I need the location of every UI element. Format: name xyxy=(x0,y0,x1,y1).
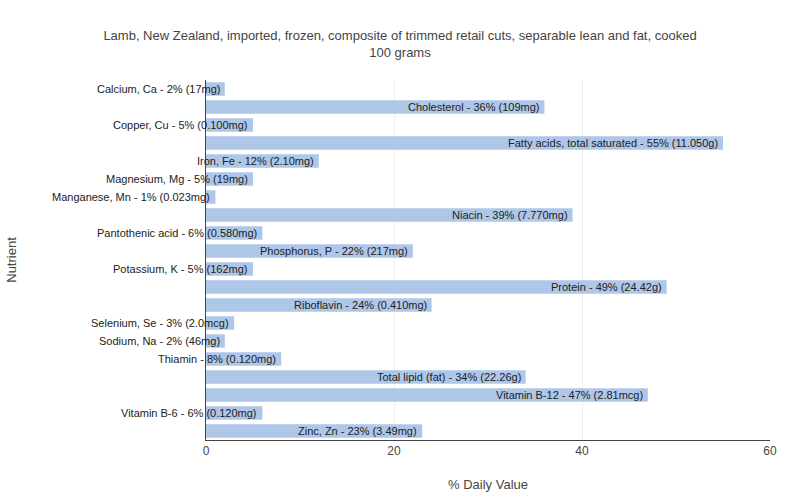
svg-text:60: 60 xyxy=(763,444,777,458)
svg-text:20: 20 xyxy=(387,444,401,458)
svg-text:Protein - 49% (24.42g): Protein - 49% (24.42g) xyxy=(551,281,662,293)
svg-text:40: 40 xyxy=(575,444,589,458)
svg-text:Selenium, Se - 3% (2.0mcg): Selenium, Se - 3% (2.0mcg) xyxy=(91,317,229,329)
svg-text:Total lipid (fat) - 34% (22.26: Total lipid (fat) - 34% (22.26g) xyxy=(377,371,521,383)
svg-text:Sodium, Na - 2% (46mg): Sodium, Na - 2% (46mg) xyxy=(99,335,220,347)
svg-text:0: 0 xyxy=(203,444,210,458)
svg-text:Copper, Cu - 5% (0.100mg): Copper, Cu - 5% (0.100mg) xyxy=(113,119,248,131)
svg-text:Iron, Fe - 12% (2.10mg): Iron, Fe - 12% (2.10mg) xyxy=(197,155,314,167)
svg-text:% Daily Value: % Daily Value xyxy=(448,477,528,492)
svg-text:Nutrient: Nutrient xyxy=(4,237,19,283)
svg-text:Vitamin B-12 - 47% (2.81mcg): Vitamin B-12 - 47% (2.81mcg) xyxy=(496,389,643,401)
svg-text:Vitamin B-6 - 6% (0.120mg): Vitamin B-6 - 6% (0.120mg) xyxy=(121,407,257,419)
svg-text:Riboflavin - 24% (0.410mg): Riboflavin - 24% (0.410mg) xyxy=(294,299,427,311)
svg-text:Niacin - 39% (7.770mg): Niacin - 39% (7.770mg) xyxy=(452,209,568,221)
svg-text:Pantothenic acid - 6% (0.580mg: Pantothenic acid - 6% (0.580mg) xyxy=(97,227,257,239)
svg-text:Manganese, Mn - 1% (0.023mg): Manganese, Mn - 1% (0.023mg) xyxy=(52,191,210,203)
svg-text:Potassium, K - 5% (162mg): Potassium, K - 5% (162mg) xyxy=(113,263,248,275)
svg-text:Thiamin - 8% (0.120mg): Thiamin - 8% (0.120mg) xyxy=(158,353,276,365)
svg-text:Cholesterol - 36% (109mg): Cholesterol - 36% (109mg) xyxy=(408,101,539,113)
svg-text:Zinc, Zn - 23% (3.49mg): Zinc, Zn - 23% (3.49mg) xyxy=(298,425,417,437)
svg-text:Calcium, Ca - 2% (17mg): Calcium, Ca - 2% (17mg) xyxy=(97,83,220,95)
svg-text:Magnesium, Mg - 5% (19mg): Magnesium, Mg - 5% (19mg) xyxy=(106,173,248,185)
svg-text:Phosphorus, P - 22% (217mg): Phosphorus, P - 22% (217mg) xyxy=(260,245,408,257)
svg-text:Fatty acids, total saturated -: Fatty acids, total saturated - 55% (11.0… xyxy=(508,137,718,149)
svg-text:Lamb, New Zealand, imported, f: Lamb, New Zealand, imported, frozen, com… xyxy=(103,28,696,60)
